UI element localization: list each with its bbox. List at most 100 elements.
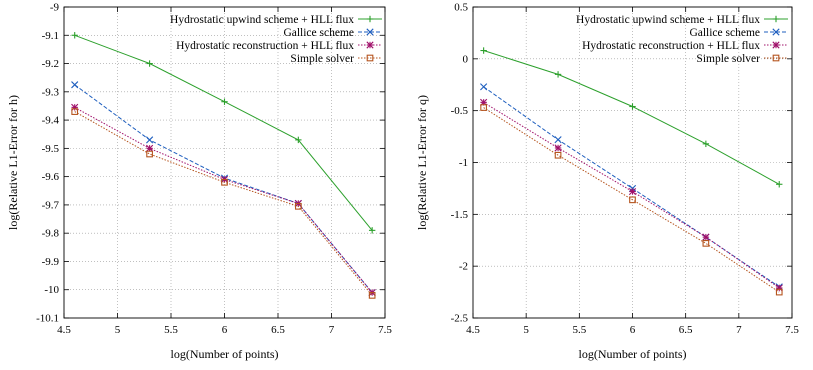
data-point — [554, 136, 562, 144]
data-point — [221, 178, 228, 186]
legend-label: Hydrostatic upwind scheme + HLL flux — [576, 14, 760, 26]
chart-panel-1: 4.5 5 5.5 6 6.5 7 7.5 -10.1 -10 -9.9 -9.8 -9.7 -9.6 -… — [6, 2, 392, 362]
x-tick-label: 7.5 — [378, 324, 392, 336]
chart-panel-2: 4.5 5 5.5 6 6.5 7 7.5 -2.5 -2 -1.5 -1 -0.5 0 0.5 log(N… — [415, 2, 799, 362]
legend-swatch-marker — [772, 28, 780, 36]
legend-swatch-marker — [366, 54, 374, 62]
data-point — [480, 104, 487, 111]
series-line — [74, 106, 373, 293]
x-tick-label: 6 — [630, 324, 636, 336]
data-point — [776, 181, 783, 188]
y-tick-label: 0 — [463, 53, 469, 65]
x-tick-label: 4.5 — [466, 324, 480, 336]
data-point — [629, 196, 636, 204]
data-point — [628, 187, 637, 196]
data-point — [554, 151, 562, 159]
legend: Hydrostatic upwind scheme + HLL fluxGall… — [170, 14, 382, 65]
x-tick-label: 6 — [222, 324, 228, 336]
legend-swatch-marker — [366, 41, 374, 49]
data-point — [221, 98, 228, 105]
x-tick-label: 5 — [523, 324, 529, 336]
x-axis-label: log(Number of points) — [171, 347, 279, 361]
y-tick-label: -9.2 — [42, 58, 59, 70]
x-tick-label: 7 — [736, 324, 742, 336]
series-line — [483, 50, 780, 185]
data-point — [368, 292, 376, 299]
legend-label: Hydrostatic upwind scheme + HLL flux — [170, 14, 354, 26]
y-tick-label: -9.1 — [42, 30, 59, 42]
x-tick-label: 5.5 — [572, 324, 586, 336]
x-tick-label: 5.5 — [164, 324, 178, 336]
legend-swatch-marker — [366, 28, 374, 36]
y-axis-label: log(Relative L1-Error for q) — [415, 95, 429, 230]
data-point — [294, 202, 302, 210]
y-tick-label: -9.6 — [42, 171, 60, 183]
data-point — [702, 233, 710, 241]
data-point — [146, 144, 154, 152]
x-tick-label: 4.5 — [57, 324, 71, 336]
legend-label: Hydrostatic reconstruction + HLL flux — [582, 40, 760, 52]
x-tick-label: 6.5 — [271, 324, 285, 336]
legend-label: Gallice scheme — [283, 27, 354, 39]
series-1 — [480, 47, 783, 188]
data-point — [368, 227, 376, 234]
data-point — [146, 60, 153, 67]
y-tick-label: -10 — [44, 284, 59, 296]
series-line — [74, 111, 373, 296]
data-point — [629, 103, 636, 110]
data-point — [480, 47, 487, 54]
y-tick-label: -9.7 — [42, 199, 60, 211]
series-3 — [480, 98, 783, 292]
data-point — [295, 136, 302, 144]
data-point — [702, 140, 710, 148]
series-line — [483, 107, 780, 293]
data-point — [554, 71, 562, 78]
series-2 — [71, 81, 376, 297]
x-tick-label: 7.5 — [785, 324, 799, 336]
legend-label: Hydrostatic reconstruction + HLL flux — [176, 40, 354, 52]
data-point — [146, 150, 153, 158]
x-axis-label: log(Number of points) — [579, 347, 687, 361]
x-tick-label: 6.5 — [679, 324, 693, 336]
y-tick-label: -2 — [459, 261, 468, 273]
legend-label: Simple solver — [696, 53, 760, 65]
data-point — [146, 136, 154, 144]
data-point — [71, 32, 78, 39]
y-tick-label: -9.3 — [42, 86, 60, 98]
y-axis-label: log(Relative L1-Error for h) — [6, 95, 20, 230]
data-point — [480, 83, 488, 91]
legend: Hydrostatic upwind scheme + HLL fluxGall… — [576, 14, 788, 65]
y-tick-label: -9.5 — [42, 143, 60, 155]
y-tick-label: -2.5 — [451, 313, 469, 325]
y-tick-label: 0.5 — [454, 2, 468, 14]
y-tick-label: -9.8 — [42, 228, 60, 240]
data-point — [554, 144, 562, 152]
data-point — [702, 240, 710, 247]
y-tick-label: -1.5 — [451, 209, 469, 221]
legend-label: Gallice scheme — [689, 27, 760, 39]
series-4 — [480, 104, 783, 296]
legend-swatch-marker — [772, 54, 780, 62]
x-tick-label: 7 — [329, 324, 335, 336]
series-1 — [71, 32, 376, 234]
series-line — [483, 101, 780, 289]
series-4 — [71, 108, 376, 299]
data-point — [71, 108, 79, 115]
data-point — [71, 81, 79, 89]
y-tick-label: -10.1 — [36, 313, 59, 325]
legend-swatch-marker — [772, 15, 780, 23]
data-point — [775, 284, 783, 292]
legend-label: Simple solver — [290, 53, 354, 65]
y-tick-label: -9.4 — [42, 115, 60, 127]
data-point — [775, 288, 783, 296]
data-point — [71, 103, 79, 111]
legend-swatch-marker — [366, 15, 374, 23]
y-tick-label: -1 — [459, 157, 468, 169]
y-tick-label: -9.9 — [42, 256, 60, 268]
series-3 — [71, 103, 376, 297]
legend-swatch-marker — [772, 41, 780, 49]
y-tick-label: -0.5 — [451, 105, 469, 117]
y-tick-label: -9 — [50, 2, 60, 14]
x-tick-label: 5 — [115, 324, 121, 336]
